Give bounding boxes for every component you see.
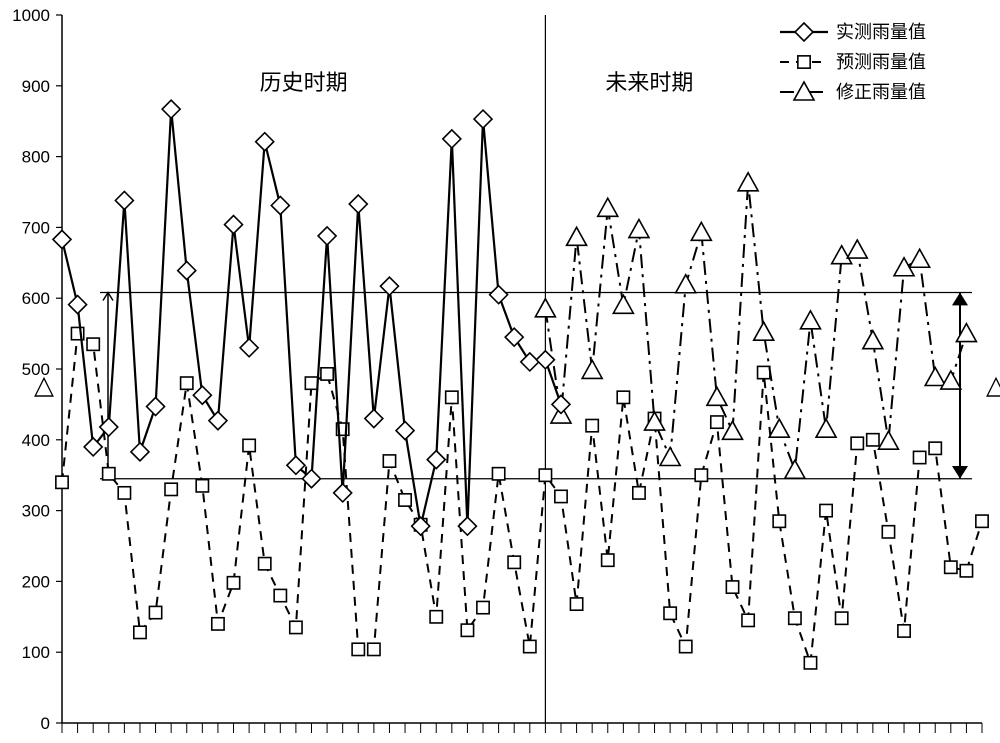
square-marker-icon (524, 640, 536, 652)
square-marker-icon (882, 526, 894, 538)
square-marker-icon (820, 504, 832, 516)
square-marker-icon (570, 598, 582, 610)
square-marker-icon (259, 558, 271, 570)
square-marker-icon (227, 577, 239, 589)
y-tick-label: 400 (22, 431, 50, 450)
square-marker-icon (103, 468, 115, 480)
square-marker-icon (56, 476, 68, 488)
square-marker-icon (617, 391, 629, 403)
square-marker-icon (508, 556, 520, 568)
square-marker-icon (352, 643, 364, 655)
delta-glyph-right: △ (986, 370, 1000, 400)
square-marker-icon (664, 607, 676, 619)
square-marker-icon (726, 581, 738, 593)
square-marker-icon (633, 487, 645, 499)
square-marker-icon (87, 338, 99, 350)
historical-label: 历史时期 (260, 70, 348, 95)
square-marker-icon (929, 442, 941, 454)
square-marker-icon (477, 601, 489, 613)
y-tick-label: 300 (22, 502, 50, 521)
square-marker-icon (492, 468, 504, 480)
y-tick-label: 200 (22, 572, 50, 591)
y-tick-label: 700 (22, 218, 50, 237)
future-label: 未来时期 (605, 70, 693, 95)
square-marker-icon (446, 391, 458, 403)
square-marker-icon (789, 612, 801, 624)
chart-bg (0, 0, 1000, 743)
square-marker-icon (555, 490, 567, 502)
square-marker-icon (274, 589, 286, 601)
square-marker-icon (960, 565, 972, 577)
square-marker-icon (898, 625, 910, 637)
square-marker-icon (399, 494, 411, 506)
square-marker-icon (586, 419, 598, 431)
square-marker-icon (711, 416, 723, 428)
square-marker-icon (383, 455, 395, 467)
square-marker-icon (758, 366, 770, 378)
square-marker-icon (976, 515, 988, 527)
y-tick-label: 1000 (12, 6, 50, 25)
square-marker-icon (945, 561, 957, 573)
square-marker-icon (836, 612, 848, 624)
y-tick-label: 900 (22, 77, 50, 96)
square-marker-icon (851, 437, 863, 449)
square-marker-icon (913, 451, 925, 463)
square-marker-icon (134, 626, 146, 638)
delta-glyph-left: △ (34, 370, 54, 400)
square-marker-icon (680, 640, 692, 652)
square-marker-icon (321, 368, 333, 380)
square-marker-icon (305, 377, 317, 389)
square-marker-icon (212, 618, 224, 630)
legend-label: 实测雨量值 (836, 22, 926, 42)
legend: 实测雨量值预测雨量值修正雨量值 (780, 22, 926, 102)
square-marker-icon (290, 621, 302, 633)
legend-label: 预测雨量值 (836, 52, 926, 72)
y-tick-label: 100 (22, 643, 50, 662)
square-marker-icon (461, 624, 473, 636)
square-marker-icon (804, 657, 816, 669)
square-marker-icon (798, 56, 810, 68)
square-marker-icon (773, 515, 785, 527)
square-marker-icon (118, 487, 130, 499)
legend-label: 修正雨量值 (836, 82, 926, 102)
y-tick-label: 600 (22, 289, 50, 308)
square-marker-icon (368, 643, 380, 655)
square-marker-icon (149, 606, 161, 618)
square-marker-icon (243, 439, 255, 451)
square-marker-icon (430, 611, 442, 623)
square-marker-icon (867, 434, 879, 446)
square-marker-icon (539, 469, 551, 481)
square-marker-icon (742, 614, 754, 626)
square-marker-icon (602, 554, 614, 566)
y-tick-label: 800 (22, 148, 50, 167)
square-marker-icon (181, 377, 193, 389)
y-tick-label: 0 (41, 714, 50, 733)
chart-svg: 01002003004005006007008009001000历史时期未来时期… (0, 0, 1000, 743)
square-marker-icon (695, 469, 707, 481)
rainfall-chart: 01002003004005006007008009001000历史时期未来时期… (0, 0, 1000, 743)
square-marker-icon (196, 480, 208, 492)
square-marker-icon (165, 483, 177, 495)
